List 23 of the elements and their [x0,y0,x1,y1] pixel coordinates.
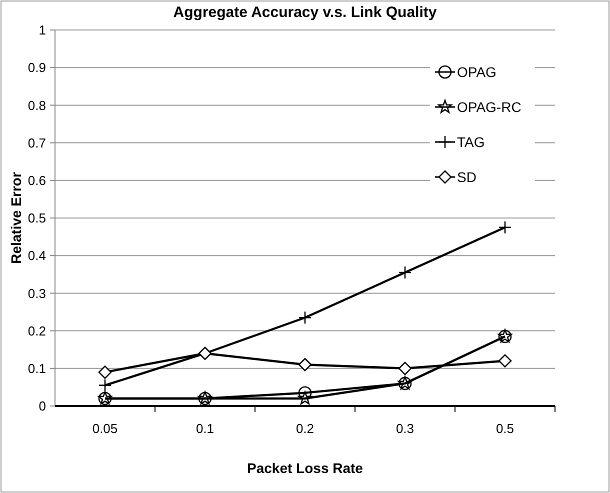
chart-title: Aggregate Accuracy v.s. Link Quality [173,4,438,21]
legend-label: TAG [457,134,485,150]
y-tick-label: 0.1 [28,360,46,376]
x-tick-label: 0.1 [196,421,214,436]
x-tick-label: 0.3 [396,421,414,436]
y-tick-label: 0.7 [28,135,46,150]
y-tick-label: 0.2 [28,323,46,338]
y-tick-label: 0.9 [28,60,46,76]
x-tick-label: 0.2 [296,421,314,436]
y-tick-label: 0.8 [28,98,46,113]
y-tick-label: 0.6 [28,172,46,188]
legend-label: OPAG [457,64,496,80]
x-tick-label: 0.5 [496,421,514,436]
y-tick-label: 0.3 [28,286,46,301]
y-tick-label: 0.5 [28,210,46,226]
legend-label: OPAG-RC [457,98,522,115]
legend-label: SD [457,168,476,185]
x-axis-title: Packet Loss Rate [247,460,364,476]
x-tick-label: 0.05 [92,421,118,436]
y-axis-title: Relative Error [8,172,24,264]
y-tick-label: 0 [38,398,46,414]
y-tick-label: 1 [38,22,46,38]
y-tick-label: 0.4 [28,248,46,264]
